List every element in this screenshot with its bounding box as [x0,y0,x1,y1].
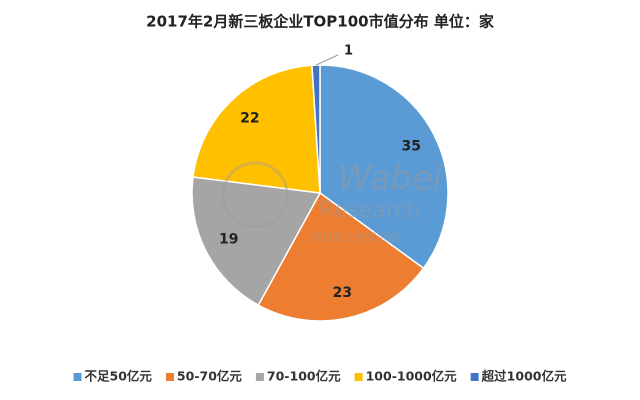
pie-slice [192,64,321,194]
pie-slice [257,191,425,322]
legend-label: 100-1000亿元 [366,369,458,384]
legend-swatch [73,373,82,381]
legend-swatch [255,373,264,381]
leader-line [315,54,339,66]
watermark-text: Wabei [338,159,443,199]
data-label: 1 [344,44,353,59]
legend-label: 超过1000亿元 [481,369,567,384]
chart-title: 2017年2月新三板企业TOP100市值分布 单位：家 [146,13,494,31]
legend-swatch [470,373,479,381]
pie-slice [319,64,449,270]
watermark-logo [221,161,289,229]
legend-swatch [354,373,363,381]
data-label: 22 [240,110,259,126]
legend-label: 不足50亿元 [85,369,153,384]
pie-slice [191,176,322,307]
data-label: 23 [333,285,352,301]
legend-swatch [165,373,174,381]
watermark-text: 挖贝新三板研究院 [311,230,399,244]
watermark-text: Research [320,198,421,223]
data-label: 19 [219,231,238,247]
legend: 不足50亿元 50-70亿元 70-100亿元 100-1000亿元 超过1000亿元 [73,369,567,384]
legend-label: 50-70亿元 [177,369,242,384]
legend-label: 70-100亿元 [267,369,341,384]
data-label: 35 [401,139,420,155]
